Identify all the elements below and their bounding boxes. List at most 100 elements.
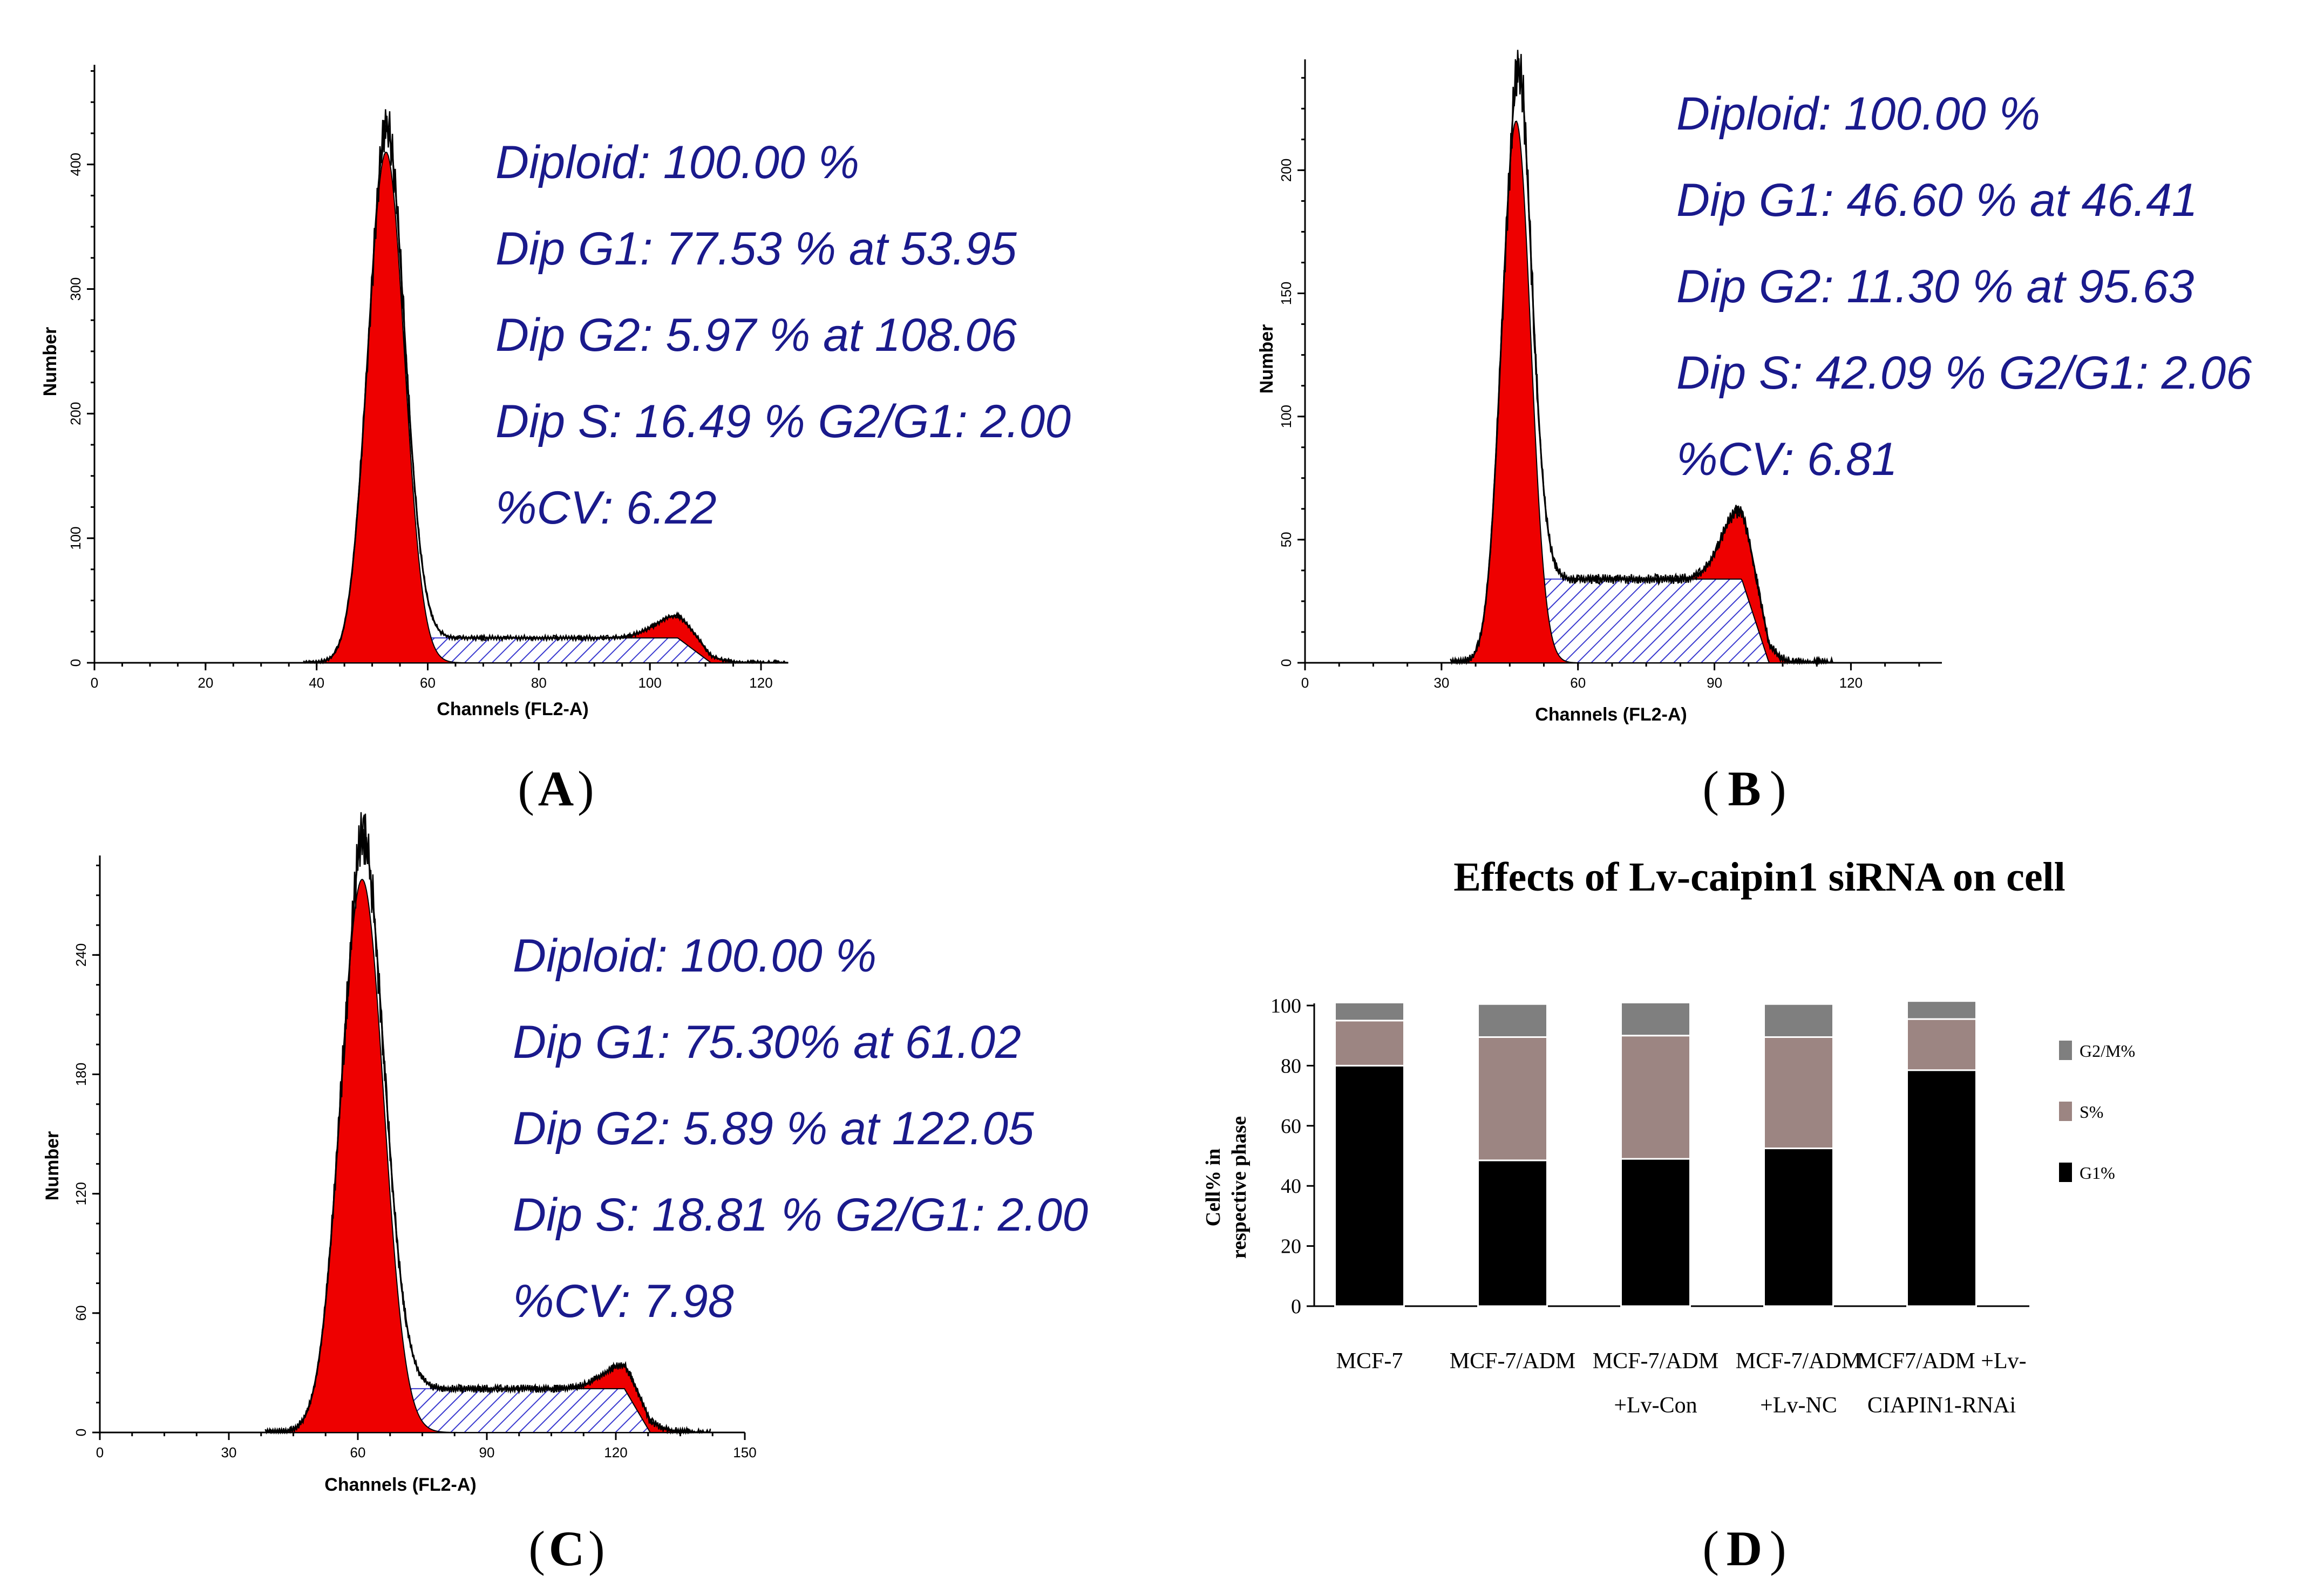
x-category-label: CIAPIN1-RNAi [1867, 1393, 2016, 1418]
svg-text:): ) [588, 1521, 605, 1576]
svg-text:(: ( [528, 1521, 545, 1576]
panel-letter-a: A [538, 761, 574, 816]
x-tick-label: 0 [1301, 675, 1309, 691]
bar-segment-g2m [1763, 1003, 1834, 1038]
y-tick-label: 200 [1278, 159, 1294, 182]
legend-label: G2/M% [2080, 1041, 2135, 1061]
stacked-bar-d-plot: 0 20 40 60 80 100 MCF-7 MCF-7/ADM MCF-7/ADM +Lv-C… [1270, 995, 2135, 1418]
histogram-panel-a: 0 20 40 60 80 100 120 0 100 200 300 400 Channels (F… [40, 65, 1071, 816]
x-category-label: +Lv-Con [1614, 1393, 1697, 1418]
x-tick-label: 90 [479, 1444, 495, 1461]
x-tick-label: 80 [531, 675, 547, 691]
x-tick-label: 60 [1570, 675, 1586, 691]
stat-line-cv: %CV: 6.81 [1676, 433, 1898, 485]
x-tick-label: 20 [198, 675, 213, 691]
x-tick-label: 120 [749, 675, 772, 691]
y-axis-title-d-line-1: Cell% in [1202, 1149, 1225, 1227]
stats-block-c: Diploid: 100.00 % Dip G1: 75.30% at 61.0… [513, 930, 1088, 1327]
x-category-label: MCF-7/ADM [1593, 1349, 1718, 1374]
s-phase-area [1509, 578, 1833, 663]
bar-segment-g1 [1334, 1064, 1405, 1307]
x-tick-label: 150 [733, 1444, 756, 1461]
x-tick-label: 120 [1839, 675, 1863, 691]
y-tick-label: 120 [73, 1182, 89, 1205]
x-tick-label: 100 [638, 675, 661, 691]
legend-swatch [2059, 1163, 2072, 1182]
stat-line-dip-s: Dip S: 42.09 % G2/G1: 2.06 [1676, 347, 2252, 399]
chart-title-d: Effects of Lv-caipin1 siRNA on cell [1453, 854, 2065, 900]
svg-text:): ) [1770, 1521, 1786, 1576]
bar-segment-s [1763, 1036, 1834, 1150]
x-tick-label: 120 [604, 1444, 627, 1461]
panel-letter-b: B [1728, 761, 1761, 816]
legend-swatch [2059, 1102, 2072, 1121]
histogram-a-plot: 0 20 40 60 80 100 120 0 100 200 300 400 [67, 65, 789, 691]
y-tick-label: 0 [73, 1429, 89, 1436]
histogram-c-plot: 0 30 60 90 120 150 0 60 120 180 240 [73, 812, 757, 1461]
stats-block-b: Diploid: 100.00 % Dip G1: 46.60 % at 46.… [1676, 88, 2252, 485]
x-category-label: +Lv-NC [1760, 1393, 1837, 1418]
stat-line-dip-g1: Dip G1: 77.53 % at 53.95 [495, 223, 1017, 275]
panel-label-b: ( B ) [1702, 761, 1786, 816]
x-tick-label: 60 [420, 675, 436, 691]
bar-segment-g2m [1906, 1000, 1977, 1020]
x-axis-title-a: Channels (FL2-A) [437, 699, 588, 719]
x-category-label: MCF-7/ADM [1450, 1349, 1575, 1374]
raw-data-trace [1450, 50, 1833, 665]
bar-segment-g1 [1620, 1158, 1691, 1307]
stacked-bar-panel-d: Effects of Lv-caipin1 siRNA on cell 0 20 4… [1202, 854, 2135, 1576]
x-tick-label: 60 [350, 1444, 366, 1461]
bar-segment-g2m [1620, 1001, 1691, 1037]
y-tick-label: 0 [67, 659, 84, 667]
stat-line-cv: %CV: 7.98 [513, 1275, 734, 1327]
x-axis-title-c: Channels (FL2-A) [324, 1475, 476, 1495]
svg-text:(: ( [1702, 1521, 1719, 1576]
raw-data-trace [303, 109, 789, 664]
bar-segment-s [1906, 1018, 1977, 1071]
stat-line-dip-g2: Dip G2: 5.97 % at 108.06 [495, 309, 1017, 361]
x-axis-title-b: Channels (FL2-A) [1535, 704, 1687, 725]
stat-line-dip-s: Dip S: 16.49 % G2/G1: 2.00 [495, 396, 1071, 447]
x-tick-label: 30 [1433, 675, 1449, 691]
panel-letter-c: C [549, 1521, 585, 1576]
bar-segment-g1 [1477, 1159, 1548, 1307]
histogram-b-plot: 0 30 60 90 120 0 50 100 150 200 [1278, 50, 1942, 691]
y-axis-title-a: Number [40, 327, 60, 396]
legend-label: G1% [2080, 1163, 2115, 1183]
y-axis-title-b: Number [1256, 324, 1277, 393]
svg-text:): ) [577, 761, 594, 816]
bar-segment-g1 [1763, 1147, 1834, 1307]
histogram-panel-c: 0 30 60 90 120 150 0 60 120 180 240 Channels (FL2-… [42, 812, 1088, 1576]
bar-segment-g1 [1906, 1069, 1977, 1307]
panel-letter-d: D [1727, 1521, 1762, 1576]
y-tick-label: 200 [67, 402, 84, 425]
legend-label: S% [2080, 1102, 2103, 1122]
stat-line-dip-g1: Dip G1: 75.30% at 61.02 [513, 1016, 1021, 1068]
y-axis-title-c: Number [42, 1131, 63, 1200]
bar-segment-s [1620, 1035, 1691, 1160]
bar-segment-s [1334, 1020, 1405, 1067]
y-tick-label: 40 [1281, 1175, 1301, 1198]
y-tick-label: 80 [1281, 1055, 1301, 1077]
y-tick-label: 20 [1281, 1235, 1301, 1258]
y-tick-label: 60 [73, 1305, 89, 1321]
stat-line-dip-s: Dip S: 18.81 % G2/G1: 2.00 [513, 1189, 1088, 1241]
stat-line-diploid: Diploid: 100.00 % [495, 137, 859, 188]
stat-line-diploid: Diploid: 100.00 % [1676, 88, 2040, 140]
panel-label-a: ( A ) [518, 761, 594, 816]
raw-data-trace [264, 813, 711, 1435]
stat-line-dip-g2: Dip G2: 11.30 % at 95.63 [1676, 261, 2194, 313]
y-tick-label: 400 [67, 153, 84, 176]
stat-line-dip-g2: Dip G2: 5.89 % at 122.05 [513, 1103, 1035, 1154]
y-tick-label: 100 [67, 526, 84, 549]
stats-block-a: Diploid: 100.00 % Dip G1: 77.53 % at 53.… [495, 137, 1071, 534]
y-tick-label: 150 [1278, 282, 1294, 305]
y-tick-label: 0 [1278, 659, 1294, 667]
x-category-label: MCF7/ADM +Lv- [1857, 1349, 2026, 1374]
bar-segment-g2m [1334, 1001, 1405, 1022]
bar-segment-g2m [1477, 1003, 1548, 1038]
bar-segment-s [1477, 1036, 1548, 1162]
x-category-label: MCF-7/ADM [1736, 1349, 1861, 1374]
